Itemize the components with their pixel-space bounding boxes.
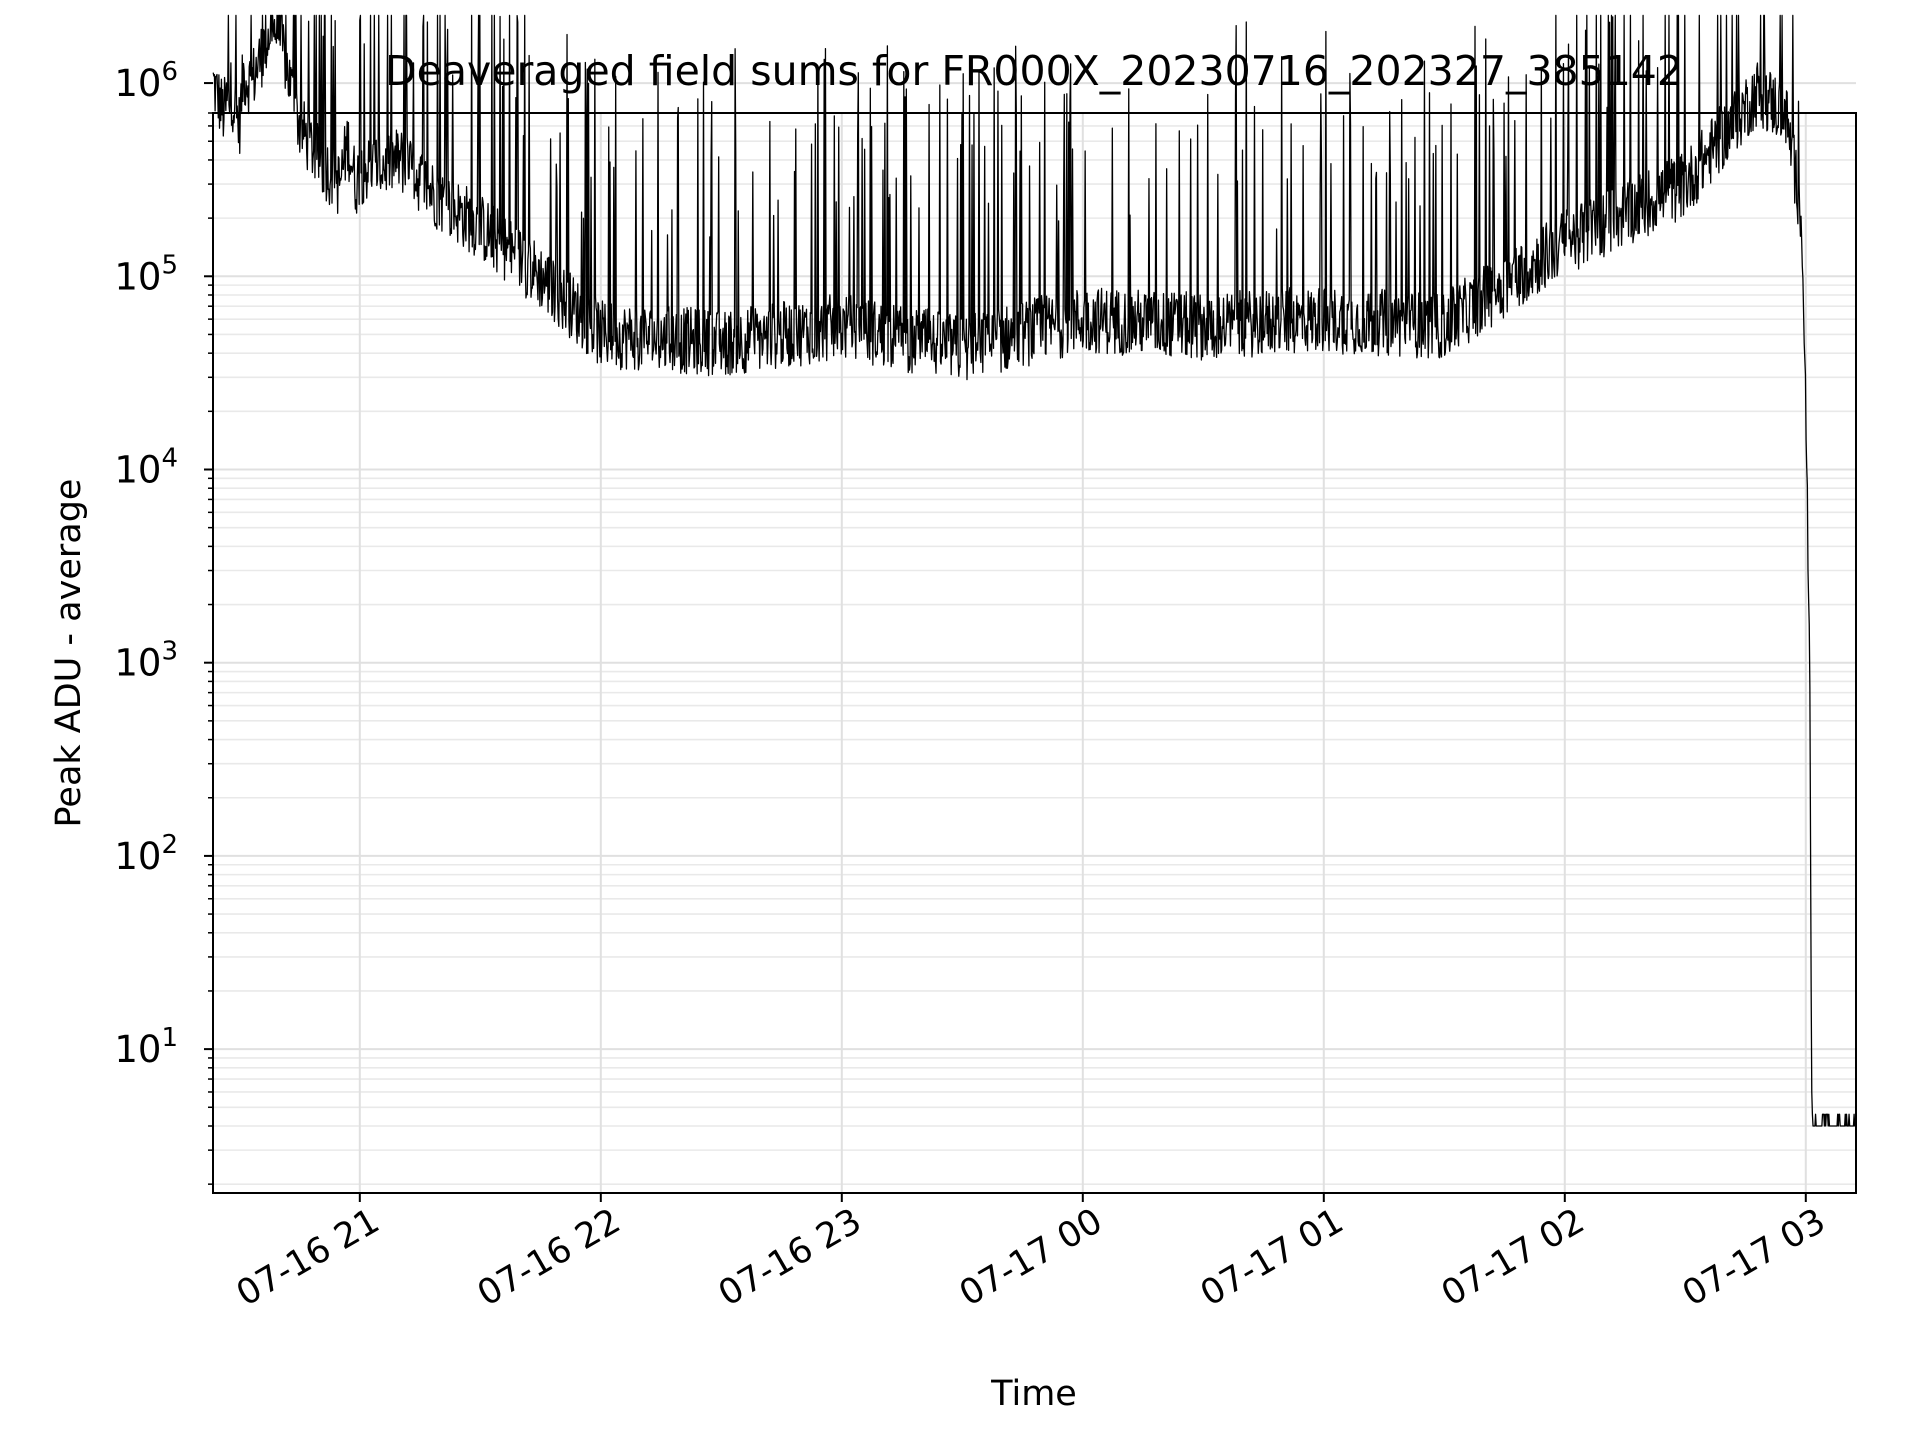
plot-frame: [212, 112, 1857, 1194]
y-tick-label: 101: [114, 1023, 178, 1071]
y-tick-label: 102: [114, 830, 178, 878]
major-gridlines: [213, 82, 1856, 1193]
y-tick-labels: 101 102 103 104 105 106: [114, 57, 178, 1071]
series-layer: [212, 14, 1857, 1127]
chart-title: Deaveraged field sums for FR000X_2023071…: [385, 47, 1683, 95]
x-axis-label: Time: [990, 1374, 1077, 1414]
ticks-layer: [204, 82, 1807, 1202]
y-axis-label: Peak ADU - average: [49, 479, 89, 828]
y-tick-label: 105: [114, 250, 178, 298]
series-line: [212, 14, 1857, 1127]
y-tick-label: 104: [114, 443, 178, 491]
y-tick-label: 106: [114, 57, 178, 105]
y-tick-label: 103: [114, 637, 178, 685]
minor-gridlines: [213, 112, 1856, 1185]
